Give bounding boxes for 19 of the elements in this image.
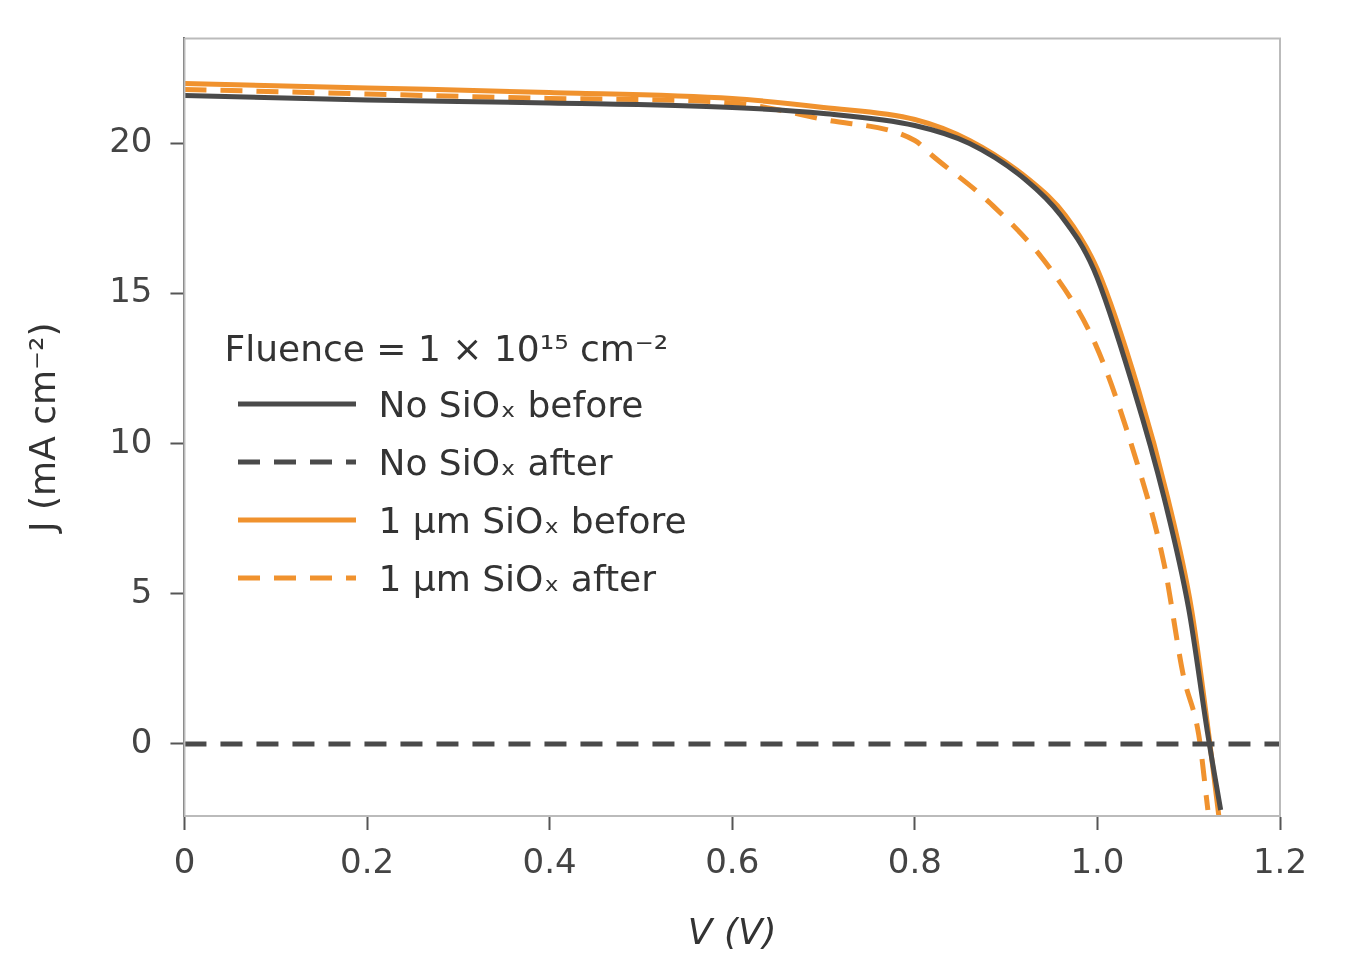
legend-label: No SiOₓ before [378, 383, 644, 425]
legend-label: 1 μm SiOₓ before [378, 499, 687, 541]
y-tick-label: 20 [109, 120, 153, 161]
x-axis-title: V (V) [687, 910, 777, 952]
y-axis-title: J (mA cm⁻²) [21, 322, 63, 534]
x-tick-label: 0 [173, 841, 196, 882]
y-tick-label: 5 [130, 570, 153, 611]
x-tick-label: 0.4 [522, 841, 577, 882]
x-tick-label: 1.0 [1070, 841, 1125, 882]
legend-label: 1 μm SiOₓ after [378, 557, 656, 599]
x-tick-label: 0.8 [887, 841, 942, 882]
x-tick-label: 0.6 [705, 841, 760, 882]
y-tick-label: 0 [130, 720, 153, 761]
y-tick-label: 10 [109, 420, 153, 461]
x-tick-label: 1.2 [1252, 841, 1308, 882]
y-tick-label: 15 [109, 270, 153, 311]
legend-label: No SiOₓ after [378, 441, 613, 483]
legend-title: Fluence = 1 × 10¹⁵ cm⁻² [224, 328, 670, 370]
x-tick-label: 0.2 [340, 841, 395, 882]
